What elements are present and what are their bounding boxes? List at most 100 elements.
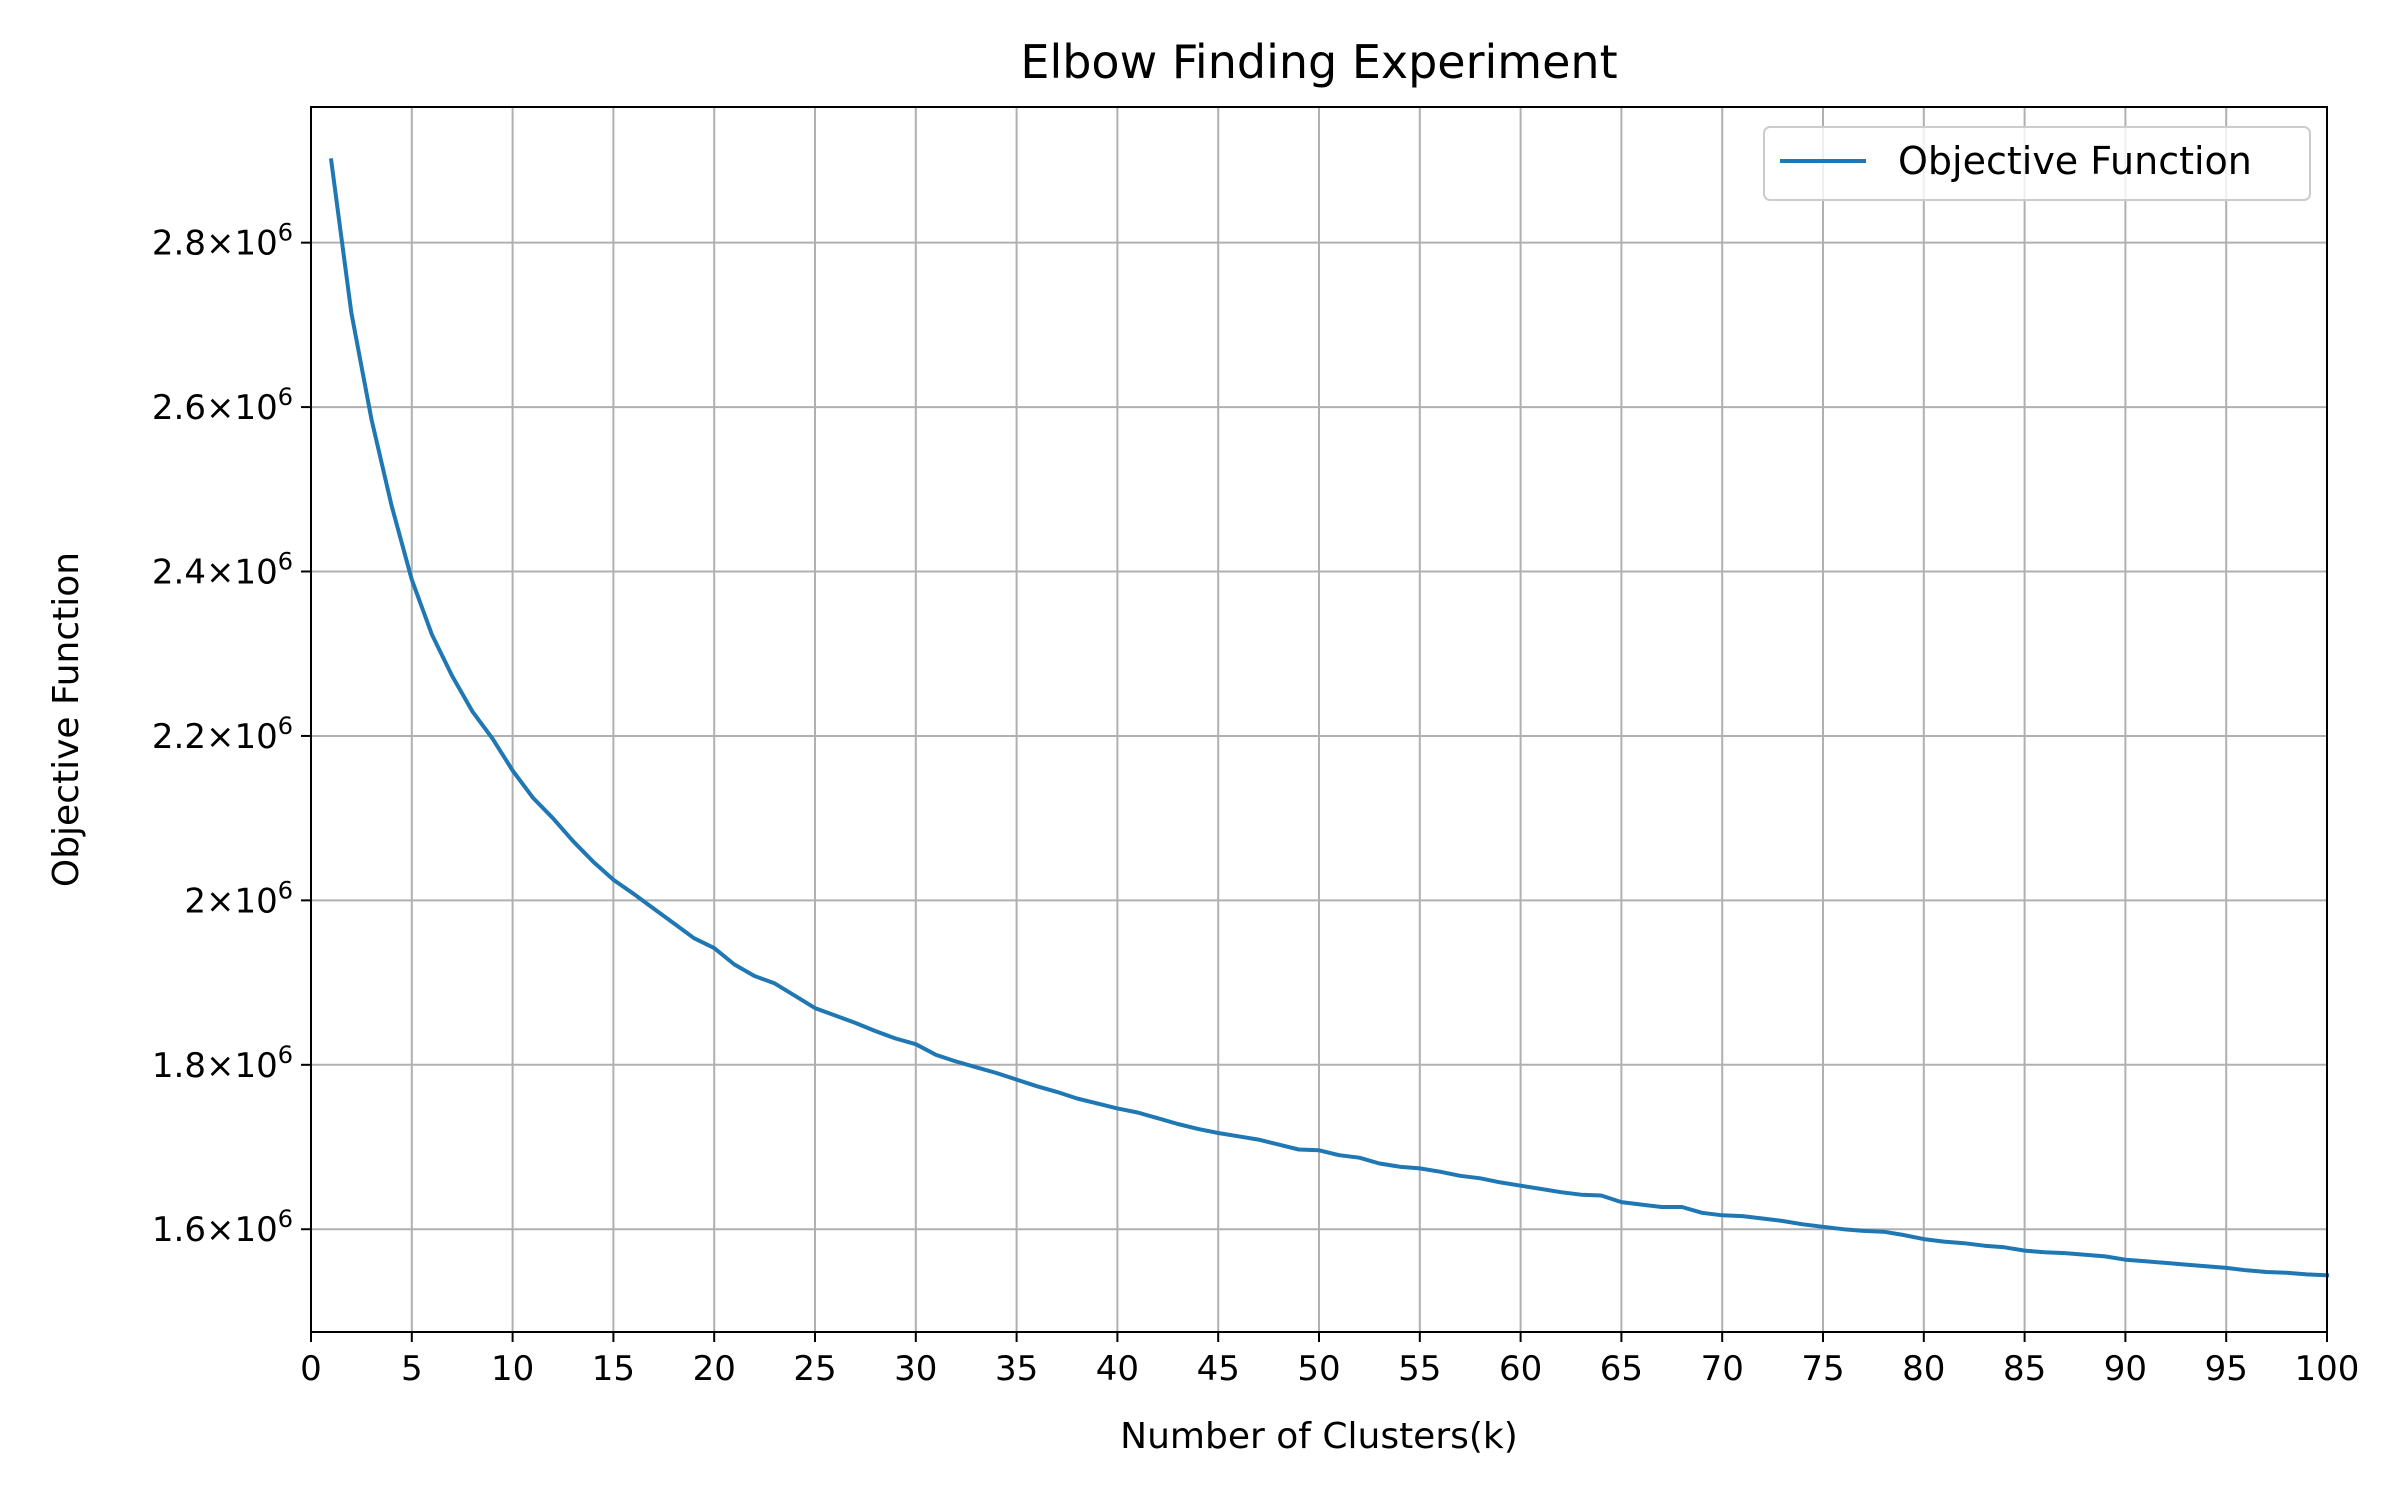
- y-tick-mantissa: 2.2: [152, 717, 206, 757]
- data-point: [1560, 1192, 1561, 1193]
- data-point: [1540, 1188, 1541, 1189]
- data-point: [1218, 1133, 1219, 1134]
- data-point: [1198, 1128, 1199, 1129]
- y-tick-base: ×10: [206, 1046, 278, 1086]
- data-point: [2266, 1272, 2267, 1273]
- data-point: [875, 1031, 876, 1032]
- data-point: [1379, 1163, 1380, 1164]
- x-tick-label: 55: [1398, 1349, 1441, 1389]
- data-point: [472, 711, 473, 712]
- x-tick-label: 100: [2295, 1349, 2360, 1389]
- data-point: [1641, 1204, 1642, 1205]
- data-point: [1177, 1124, 1178, 1125]
- y-tick-mantissa: 2: [184, 881, 206, 921]
- data-point: [996, 1073, 997, 1074]
- x-axis-label: Number of Clusters(k): [1120, 1416, 1518, 1457]
- data-point: [1762, 1218, 1763, 1219]
- x-tick-label: 40: [1096, 1349, 1139, 1389]
- x-tick-label: 30: [894, 1349, 937, 1389]
- legend: Objective Function: [1763, 126, 2311, 201]
- data-point: [1923, 1239, 1924, 1240]
- y-tick-label: 2.2×106: [152, 712, 293, 757]
- y-tick-label: 2.8×106: [152, 219, 293, 264]
- data-point: [2226, 1267, 2227, 1268]
- data-point: [1883, 1231, 1884, 1232]
- y-tick-mantissa: 1.8: [152, 1046, 206, 1086]
- y-tick-base: ×10: [206, 553, 278, 593]
- x-tick-label: 90: [2104, 1349, 2147, 1389]
- y-tick-base: ×10: [206, 224, 278, 264]
- x-tick-label: 5: [401, 1349, 423, 1389]
- data-point: [1581, 1194, 1582, 1195]
- y-axis-label: Objective Function: [46, 552, 87, 887]
- data-point: [976, 1067, 977, 1068]
- data-point: [1903, 1235, 1904, 1236]
- data-point: [1782, 1221, 1783, 1222]
- data-point: [1843, 1229, 1844, 1230]
- data-point: [1823, 1226, 1824, 1227]
- data-point: [1440, 1171, 1441, 1172]
- x-tick-label: 75: [1801, 1349, 1844, 1389]
- data-point: [512, 770, 513, 771]
- data-point: [1258, 1139, 1259, 1140]
- data-point: [1016, 1079, 1017, 1080]
- data-point: [1863, 1230, 1864, 1231]
- data-point: [2064, 1253, 2065, 1254]
- data-point: [452, 675, 453, 676]
- data-point: [2165, 1262, 2166, 1263]
- x-tick-label: 50: [1297, 1349, 1340, 1389]
- chart-title: Elbow Finding Experiment: [1020, 35, 1617, 89]
- y-tick-base: ×10: [206, 388, 278, 428]
- grid: [310, 107, 2328, 1332]
- data-point: [1339, 1155, 1340, 1156]
- data-point: [1137, 1112, 1138, 1113]
- data-point: [855, 1022, 856, 1023]
- x-tick-label: 15: [592, 1349, 635, 1389]
- data-point: [2105, 1256, 2106, 1257]
- data-point: [2125, 1259, 2126, 1260]
- y-tick-base: ×10: [206, 1210, 278, 1250]
- data-point: [2246, 1270, 2247, 1271]
- data-point: [1460, 1175, 1461, 1176]
- x-tick-label: 85: [2003, 1349, 2046, 1389]
- data-point: [432, 634, 433, 635]
- data-point: [411, 579, 412, 580]
- x-tick-label: 10: [491, 1349, 534, 1389]
- data-point: [835, 1015, 836, 1016]
- x-tick-label: 0: [300, 1349, 322, 1389]
- data-point: [593, 861, 594, 862]
- data-point: [371, 419, 372, 420]
- data-point: [1722, 1215, 1723, 1216]
- data-point: [1238, 1136, 1239, 1137]
- data-point: [1056, 1091, 1057, 1092]
- data-point: [2024, 1250, 2025, 1251]
- legend-label: Objective Function: [1898, 139, 2252, 183]
- data-point: [1157, 1118, 1158, 1119]
- y-tick-exponent: 6: [278, 383, 293, 411]
- data-point: [1944, 1241, 1945, 1242]
- data-point: [1742, 1216, 1743, 1217]
- data-point: [1802, 1224, 1803, 1225]
- data-point: [1681, 1207, 1682, 1208]
- series-layer: [328, 158, 2330, 1278]
- data-point: [1097, 1103, 1098, 1104]
- data-point: [815, 1008, 816, 1009]
- x-tick-label: 65: [1600, 1349, 1643, 1389]
- y-tick-label: 1.6×106: [152, 1205, 293, 1250]
- data-point: [956, 1061, 957, 1062]
- data-point: [351, 312, 352, 313]
- x-tick-label: 70: [1701, 1349, 1744, 1389]
- y-tick-base: ×10: [206, 717, 278, 757]
- series-line: [328, 158, 2330, 1278]
- y-tick-label: 2.6×106: [152, 383, 293, 428]
- data-point: [1621, 1202, 1622, 1203]
- data-point: [1359, 1157, 1360, 1158]
- data-point: [331, 160, 332, 161]
- data-point: [2145, 1261, 2146, 1262]
- data-point: [1601, 1195, 1602, 1196]
- x-tick-label: 25: [793, 1349, 836, 1389]
- x-tick-label: 20: [693, 1349, 736, 1389]
- data-point: [734, 964, 735, 965]
